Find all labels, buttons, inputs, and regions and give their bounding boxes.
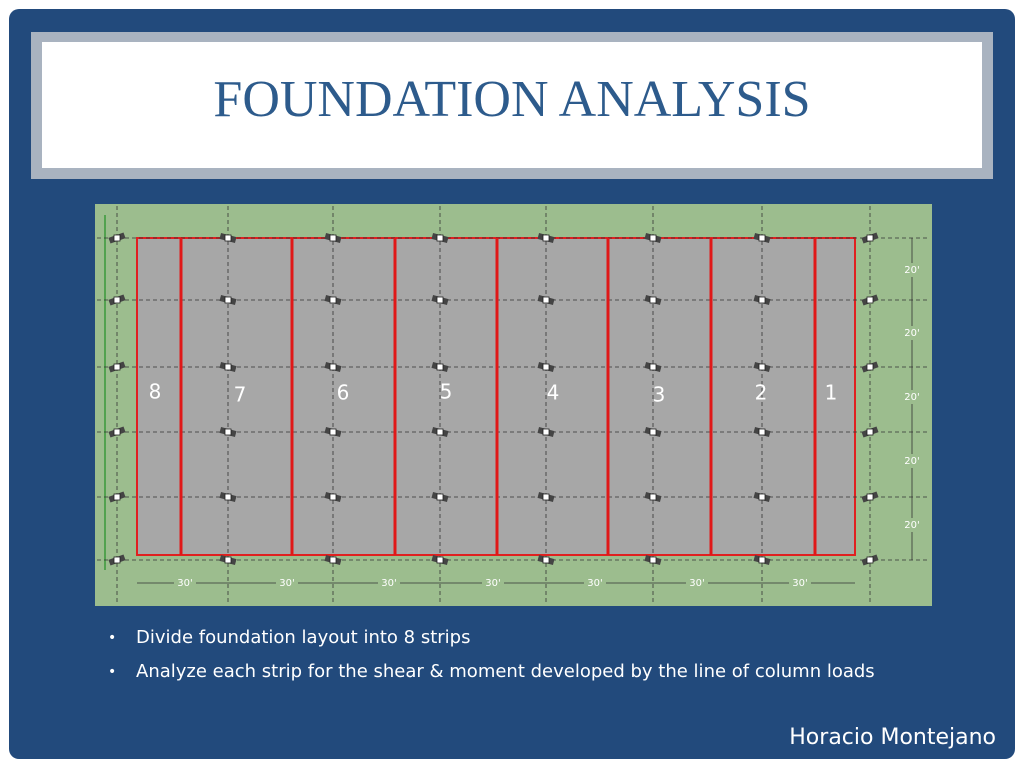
column bbox=[758, 556, 766, 564]
column bbox=[224, 234, 232, 242]
dimension-bg bbox=[482, 576, 504, 590]
column-dimension: 30' bbox=[485, 578, 500, 589]
column bbox=[649, 234, 657, 242]
column bbox=[866, 493, 874, 501]
dimension-bg bbox=[902, 518, 922, 532]
dimension-bg bbox=[584, 576, 606, 590]
row-dimension: 20' bbox=[904, 265, 919, 276]
dimension-bg bbox=[686, 576, 708, 590]
column bbox=[542, 363, 550, 371]
column bbox=[758, 493, 766, 501]
column bbox=[866, 428, 874, 436]
dimension-bg bbox=[902, 326, 922, 340]
column bbox=[542, 493, 550, 501]
column bbox=[436, 296, 444, 304]
column bbox=[224, 296, 232, 304]
row-dimension: 20' bbox=[904, 392, 919, 403]
column bbox=[113, 296, 121, 304]
author: Horacio Montejano bbox=[789, 725, 996, 750]
bullet-mark: • bbox=[108, 664, 116, 680]
row-dimension: 20' bbox=[904, 328, 919, 339]
column bbox=[436, 493, 444, 501]
column-dimension: 30' bbox=[279, 578, 294, 589]
column bbox=[649, 428, 657, 436]
strip-label: 2 bbox=[755, 381, 768, 405]
dimension-bg bbox=[174, 576, 196, 590]
column bbox=[329, 428, 337, 436]
column bbox=[866, 363, 874, 371]
column-dimension: 30' bbox=[689, 578, 704, 589]
column bbox=[436, 363, 444, 371]
column bbox=[649, 296, 657, 304]
dimension-bg bbox=[902, 454, 922, 468]
column bbox=[542, 234, 550, 242]
dimension-bg bbox=[789, 576, 811, 590]
column bbox=[866, 296, 874, 304]
column bbox=[113, 493, 121, 501]
column bbox=[224, 556, 232, 564]
column bbox=[542, 428, 550, 436]
column bbox=[542, 296, 550, 304]
column bbox=[113, 363, 121, 371]
column bbox=[758, 428, 766, 436]
column bbox=[224, 363, 232, 371]
column-dimension: 30' bbox=[177, 578, 192, 589]
column bbox=[329, 234, 337, 242]
strip-label: 8 bbox=[149, 380, 162, 404]
column bbox=[436, 556, 444, 564]
column bbox=[113, 234, 121, 242]
column-dimension: 30' bbox=[792, 578, 807, 589]
row-dimension: 20' bbox=[904, 520, 919, 531]
column bbox=[649, 363, 657, 371]
column bbox=[866, 556, 874, 564]
bullet: Analyze each strip for the shear & momen… bbox=[136, 661, 875, 682]
column-dimension: 30' bbox=[587, 578, 602, 589]
column bbox=[436, 234, 444, 242]
column bbox=[436, 428, 444, 436]
dimension-bg bbox=[902, 263, 922, 277]
column bbox=[329, 296, 337, 304]
column bbox=[113, 556, 121, 564]
foundation-diagram: 8 7 6 5 4 3 2 1 20' 20' 20' 20' 20' 30' 30' 30' 30' 30' 30… bbox=[95, 204, 932, 606]
strip-label: 1 bbox=[825, 381, 838, 405]
dimension-bg bbox=[378, 576, 400, 590]
strip-label: 3 bbox=[653, 383, 666, 407]
strip-label: 4 bbox=[547, 381, 560, 405]
column bbox=[866, 234, 874, 242]
column bbox=[113, 428, 121, 436]
column bbox=[224, 428, 232, 436]
column bbox=[329, 363, 337, 371]
title: FOUNDATION ANALYSIS bbox=[213, 71, 810, 128]
dimension-bg bbox=[902, 390, 922, 404]
column bbox=[224, 493, 232, 501]
column bbox=[758, 234, 766, 242]
column bbox=[649, 556, 657, 564]
column bbox=[542, 556, 550, 564]
dimension-bg bbox=[276, 576, 298, 590]
column bbox=[649, 493, 657, 501]
column-dimension: 30' bbox=[381, 578, 396, 589]
strip-label: 5 bbox=[440, 380, 453, 404]
strip-label: 7 bbox=[234, 383, 247, 407]
bullet-mark: • bbox=[108, 630, 116, 646]
strip-label: 6 bbox=[337, 381, 350, 405]
bullet: Divide foundation layout into 8 strips bbox=[136, 627, 470, 648]
column bbox=[758, 296, 766, 304]
row-dimension: 20' bbox=[904, 456, 919, 467]
column bbox=[758, 363, 766, 371]
column bbox=[329, 556, 337, 564]
title-box bbox=[42, 42, 982, 168]
column bbox=[329, 493, 337, 501]
